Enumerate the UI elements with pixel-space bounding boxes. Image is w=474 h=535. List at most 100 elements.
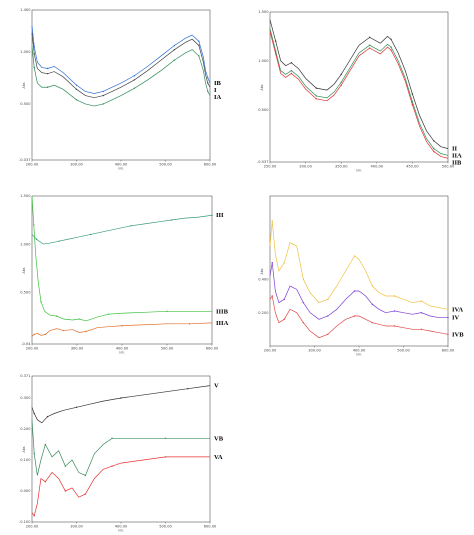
x-tick-label: 600.00	[204, 163, 217, 167]
x-tick-label: 300.00	[71, 347, 84, 351]
plot-frame	[31, 9, 211, 161]
data-point	[393, 310, 396, 312]
series-label-iiib: IIIB	[216, 308, 229, 315]
x-tick-label: 600.00	[206, 347, 219, 351]
data-point	[170, 219, 173, 221]
series-label-iiia: IIIA	[216, 320, 229, 327]
series-line-i	[31, 32, 211, 99]
series-line-vb	[31, 419, 210, 476]
series-label-ivb: IVB	[452, 331, 464, 338]
data-point	[173, 59, 176, 61]
data-point	[390, 46, 392, 48]
data-point	[166, 310, 168, 313]
series-line-iv	[269, 262, 448, 320]
chart-panel-3: 200.00 300.00 400.00 500.00 600.00 1.500 1.000…	[20, 190, 242, 358]
data-point	[327, 333, 329, 336]
y-tick-label: 1.000	[258, 59, 269, 63]
y-tick-label: 1.400	[20, 8, 31, 12]
chart-svg-5: 200.00 300.00 400.00 500.00 600.00 0.371 0.300…	[19, 374, 224, 532]
data-point	[75, 406, 78, 409]
data-point	[302, 301, 305, 304]
data-point	[89, 233, 92, 236]
data-point	[274, 53, 277, 55]
data-point	[411, 101, 414, 103]
data-point	[85, 330, 87, 333]
data-point	[447, 308, 449, 311]
series-line-iia	[269, 28, 449, 156]
data-point	[271, 261, 273, 264]
data-point	[315, 95, 317, 97]
y-tick-label: 1.500	[258, 10, 269, 14]
data-point	[102, 103, 104, 105]
x-tick-label: 400.00	[353, 349, 366, 353]
data-point	[433, 140, 435, 142]
y-tick-label: 0.300	[20, 396, 31, 400]
y-tick-label: 1.000	[20, 50, 31, 54]
data-point	[164, 456, 167, 458]
series-line-iiia	[31, 322, 213, 337]
data-point	[368, 44, 371, 46]
data-point	[302, 278, 305, 281]
x-axis-label: nm.	[118, 167, 124, 171]
x-tick-label: 400.00	[115, 525, 128, 529]
data-point	[393, 295, 396, 297]
y-tick-label: -0.037	[257, 160, 269, 164]
data-point	[130, 225, 132, 227]
data-point	[173, 48, 176, 51]
data-point	[271, 220, 273, 222]
data-point	[33, 333, 35, 336]
data-point	[44, 333, 47, 336]
data-point	[33, 53, 35, 55]
data-point	[353, 315, 356, 317]
x-tick-label: 500.00	[161, 347, 174, 351]
chart-svg-1: 200.00 300.00 400.00 500.00 600.00 1.400 1.000…	[19, 8, 222, 171]
data-point	[411, 93, 414, 95]
data-point	[46, 72, 49, 75]
data-point	[33, 45, 35, 48]
series-line-va	[31, 456, 210, 517]
series-line-v	[31, 385, 211, 424]
data-point	[340, 73, 342, 76]
data-point	[368, 36, 371, 39]
series-label-iia: IIA	[452, 152, 462, 159]
data-point	[420, 311, 422, 314]
data-point	[35, 238, 38, 240]
data-point	[271, 295, 273, 297]
data-point	[40, 301, 42, 303]
y-tick-label: 0.500	[258, 108, 269, 112]
data-point	[46, 86, 49, 88]
y-axis-label: Abs.	[22, 267, 26, 274]
data-point	[46, 67, 49, 70]
data-point	[111, 465, 113, 467]
data-point	[121, 325, 123, 327]
data-point	[120, 397, 122, 399]
data-point	[75, 99, 78, 101]
data-point	[33, 224, 35, 226]
data-point	[327, 315, 329, 317]
x-axis-label: nm.	[356, 353, 362, 357]
data-point	[33, 453, 35, 455]
data-point	[371, 303, 374, 306]
data-point	[368, 47, 371, 49]
x-tick-label: 200.00	[26, 347, 39, 351]
y-axis-label: Abs.	[260, 268, 264, 275]
x-tick-label: 400.00	[115, 163, 128, 167]
series-line-iii	[31, 214, 213, 245]
series-label-ii: II	[452, 146, 458, 153]
data-point	[447, 333, 449, 336]
data-point	[390, 49, 392, 51]
series-label-iv: IV	[452, 315, 460, 322]
data-point	[33, 515, 35, 517]
y-tick-label: -0.037	[19, 158, 31, 162]
x-tick-label: 500.00	[442, 165, 455, 169]
y-axis-label: Abs.	[22, 446, 26, 453]
data-point	[447, 316, 449, 319]
series-line-ib	[31, 25, 211, 94]
data-point	[187, 388, 189, 390]
series-line-iiib	[31, 195, 212, 322]
data-point	[290, 62, 293, 64]
y-axis-label: Abs.	[260, 84, 264, 91]
series-label-v: V	[214, 383, 219, 390]
plot-frame	[269, 195, 449, 347]
data-point	[133, 75, 136, 77]
